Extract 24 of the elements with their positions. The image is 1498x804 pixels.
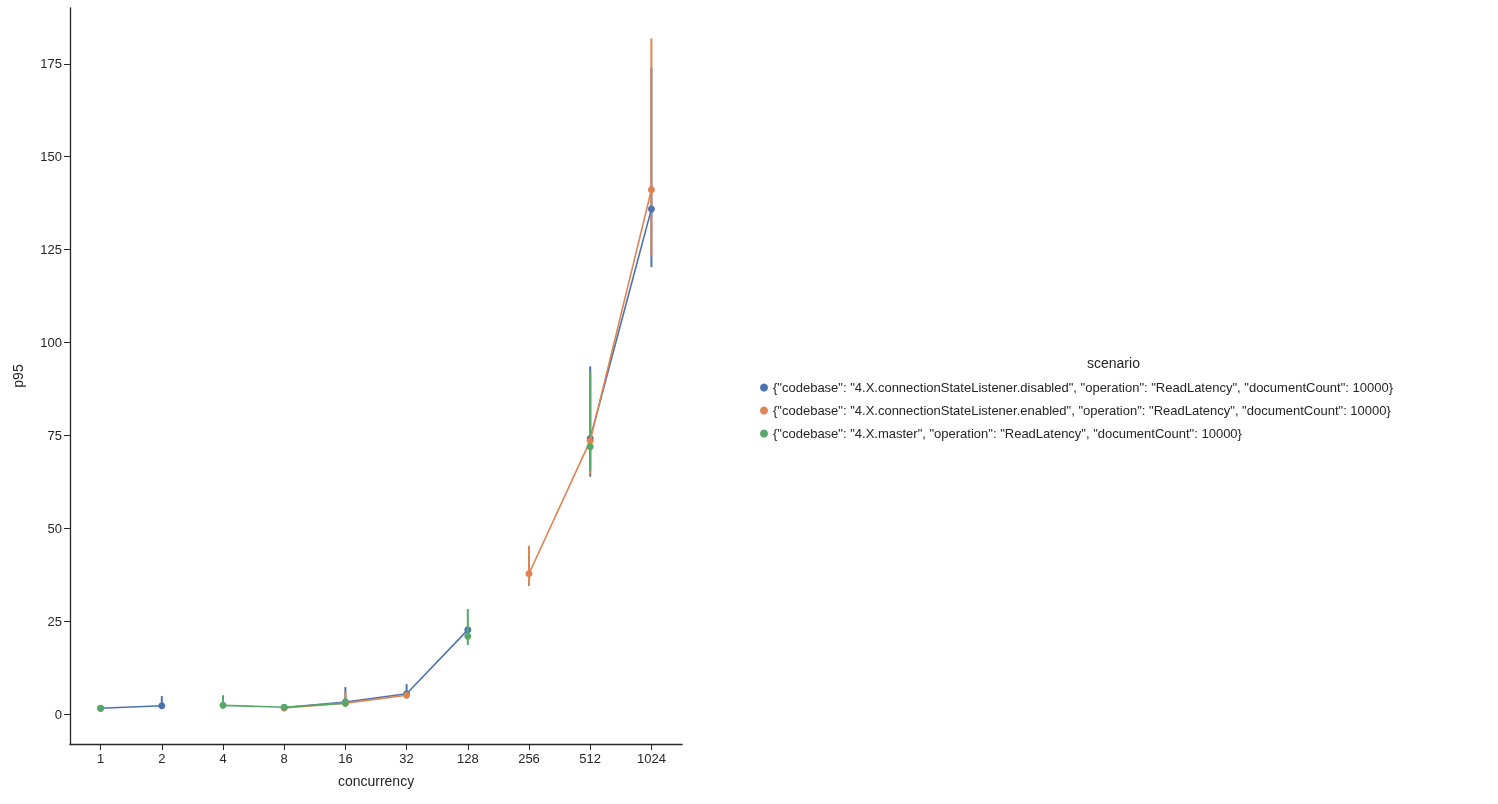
y-tick-label: 0 xyxy=(54,706,62,722)
x-tick-label: 32 xyxy=(399,751,414,766)
x-tick-label: 2 xyxy=(158,751,166,766)
x-tick-label: 1 xyxy=(96,751,105,766)
y-tick-label: 150 xyxy=(40,149,62,165)
legend-title: scenario xyxy=(1087,355,1141,371)
y-tick-label: 100 xyxy=(40,335,62,351)
x-tick-label: 128 xyxy=(456,751,479,766)
x-axis-title: concurrency xyxy=(337,773,415,789)
legend-label: {"codebase": "4.X.master", "operation": "ReadLatency", "documentCount": 10000} xyxy=(773,426,1243,441)
x-tick-label: 16 xyxy=(338,751,353,766)
y-tick-label: 75 xyxy=(47,427,62,443)
y-tick-label: 50 xyxy=(47,520,62,536)
y-tick-label: 175 xyxy=(40,56,62,72)
x-tick-label: 4 xyxy=(219,751,227,766)
x-tick-label: 512 xyxy=(579,751,602,766)
y-tick-label: 125 xyxy=(40,242,62,258)
x-tick-label: 8 xyxy=(280,751,288,766)
legend-label: {"codebase": "4.X.connectionStateListener.disabled", "operation": "ReadLatency", "documentCount": 10000} xyxy=(773,380,1394,395)
legend-label: {"codebase": "4.X.connectionStateListener.enabled", "operation": "ReadLatency", "documentCount": 10000} xyxy=(773,403,1392,418)
y-axis-title: p95 xyxy=(10,364,26,388)
y-tick-label: 25 xyxy=(47,613,62,629)
x-tick-label: 1024 xyxy=(636,751,666,766)
x-tick-label: 256 xyxy=(518,751,540,766)
